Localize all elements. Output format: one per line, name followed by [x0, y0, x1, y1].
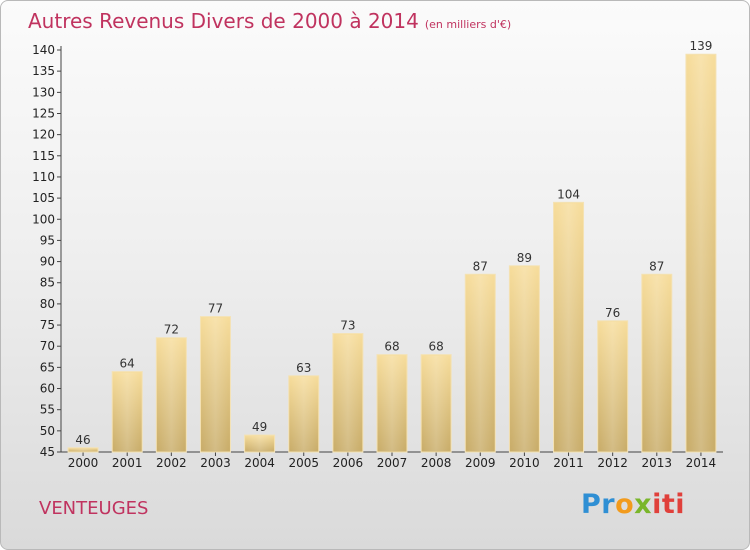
y-tick-label: 105: [32, 191, 55, 205]
value-label-2008: 68: [428, 340, 443, 354]
y-tick-label: 130: [32, 85, 55, 99]
y-tick-label: 60: [40, 382, 55, 396]
value-label-2007: 68: [384, 340, 399, 354]
bar-highlight: [334, 334, 361, 451]
x-tick-label-2011: 2011: [553, 456, 584, 470]
y-tick-label: 120: [32, 128, 55, 142]
value-label-2011: 104: [557, 187, 580, 201]
proxiti-logo: Proxiti: [581, 489, 686, 520]
bar-highlight: [158, 338, 185, 451]
y-tick-label: 70: [40, 339, 55, 353]
bar-highlight: [423, 355, 450, 451]
x-tick-label-2013: 2013: [642, 456, 673, 470]
y-tick-label: 45: [40, 445, 55, 459]
y-tick-label: 65: [40, 360, 55, 374]
y-tick-label: 95: [40, 233, 55, 247]
bar-highlight: [555, 203, 582, 451]
bar-highlight: [379, 355, 405, 451]
value-label-2001: 64: [120, 357, 135, 371]
x-tick-label-2002: 2002: [156, 456, 187, 470]
x-tick-label-2010: 2010: [509, 456, 540, 470]
bar-highlight: [290, 376, 317, 451]
bar-highlight: [599, 321, 626, 451]
y-tick-label: 90: [40, 255, 55, 269]
y-tick-label: 125: [32, 106, 55, 120]
chart-title-text: Autres Revenus Divers de 2000 à 2014: [28, 9, 419, 33]
x-tick-label-2004: 2004: [244, 456, 275, 470]
y-tick-label: 135: [32, 64, 55, 78]
y-tick-label: 50: [40, 424, 55, 438]
value-label-2002: 72: [164, 323, 179, 337]
x-tick-label-2007: 2007: [377, 456, 408, 470]
y-tick-label: 80: [40, 297, 55, 311]
value-label-2003: 77: [208, 302, 223, 316]
value-label-2012: 76: [605, 306, 620, 320]
value-label-2010: 89: [517, 251, 532, 265]
y-tick-label: 140: [32, 43, 55, 57]
bar-highlight: [467, 275, 494, 451]
x-tick-label-2014: 2014: [686, 456, 717, 470]
x-tick-label-2005: 2005: [288, 456, 319, 470]
bar-highlight: [246, 436, 273, 451]
x-tick-label-2008: 2008: [421, 456, 452, 470]
y-tick-label: 100: [32, 212, 55, 226]
x-tick-label-2003: 2003: [200, 456, 231, 470]
place-name: VENTEUGES: [39, 498, 149, 519]
y-tick-label: 110: [32, 170, 55, 184]
bar-highlight: [687, 55, 714, 452]
chart-title: Autres Revenus Divers de 2000 à 2014 (en …: [28, 9, 511, 33]
x-tick-label-2012: 2012: [597, 456, 628, 470]
y-tick-label: 55: [40, 403, 55, 417]
bar-highlight: [202, 317, 229, 451]
value-label-2000: 46: [75, 433, 90, 447]
chart-subtitle: (en milliers d'€): [424, 18, 512, 31]
value-label-2006: 73: [340, 319, 355, 333]
bar-highlight: [114, 372, 141, 451]
value-label-2013: 87: [649, 259, 664, 273]
x-tick-label-2009: 2009: [465, 456, 496, 470]
bar-highlight: [511, 266, 538, 451]
y-tick-label: 115: [32, 149, 55, 163]
value-label-2009: 87: [473, 259, 488, 273]
y-tick-label: 75: [40, 318, 55, 332]
x-tick-label-2006: 2006: [333, 456, 364, 470]
value-label-2004: 49: [252, 420, 267, 434]
x-tick-label-2001: 2001: [112, 456, 143, 470]
x-tick-label-2000: 2000: [68, 456, 99, 470]
y-tick-label: 85: [40, 276, 55, 290]
value-label-2005: 63: [296, 361, 311, 375]
value-label-2014: 139: [689, 39, 712, 53]
bar-highlight: [70, 448, 97, 451]
bar-highlight: [643, 275, 670, 451]
